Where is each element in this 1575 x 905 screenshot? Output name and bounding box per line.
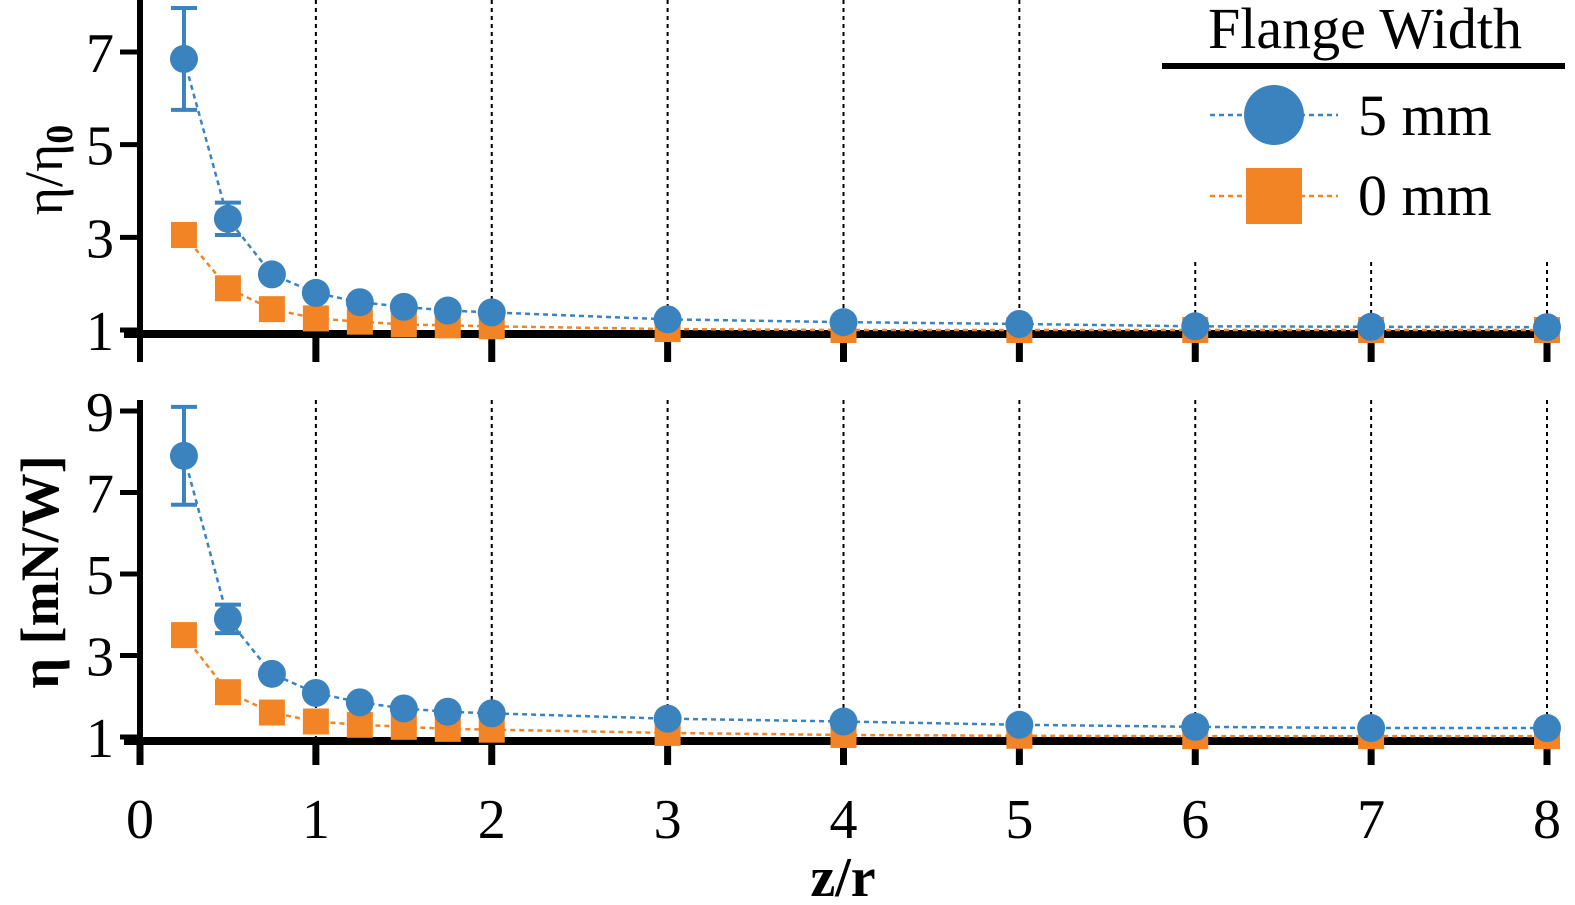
point-5mm-2-panel-1	[257, 659, 286, 688]
point-5mm-9-panel-0	[829, 308, 858, 337]
point-5mm-6-panel-1	[433, 697, 462, 726]
x-tick-label-8: 8	[1533, 789, 1561, 851]
point-5mm-1-panel-1	[213, 604, 242, 633]
series-line-5mm-panel-1	[182, 455, 1547, 730]
point-5mm-0-panel-0	[169, 44, 198, 73]
legend-marker-0mm	[1246, 168, 1302, 224]
point-5mm-10-panel-0	[1005, 309, 1034, 338]
point-5mm-12-panel-1	[1357, 714, 1386, 743]
point-0mm-2-panel-0	[258, 296, 285, 323]
point-5mm-11-panel-1	[1181, 712, 1210, 741]
point-0mm-0-panel-0	[170, 222, 197, 249]
legend-label-0mm: 0 mm	[1358, 163, 1492, 228]
point-0mm-1-panel-0	[214, 275, 241, 302]
legend-label-5mm: 5 mm	[1358, 83, 1492, 148]
y-tick-label-3-panel-0: 3	[86, 208, 114, 270]
point-0mm-0-panel-1	[170, 622, 197, 649]
point-5mm-3-panel-1	[301, 678, 330, 707]
point-5mm-8-panel-1	[653, 704, 682, 733]
point-5mm-11-panel-0	[1181, 312, 1210, 341]
x-tick-label-5: 5	[1005, 789, 1033, 851]
y-tick-label-3-panel-1: 3	[86, 627, 114, 689]
y-tick-label-5-panel-0: 5	[86, 116, 114, 178]
point-0mm-3-panel-0	[302, 305, 329, 332]
point-5mm-4-panel-1	[345, 688, 374, 717]
y-tick-label-5-panel-1: 5	[86, 545, 114, 607]
y-tick-label-1-panel-0: 1	[86, 301, 114, 363]
point-5mm-0-panel-1	[169, 441, 198, 470]
point-5mm-5-panel-0	[389, 292, 418, 321]
point-0mm-3-panel-1	[302, 708, 329, 735]
point-0mm-1-panel-1	[214, 679, 241, 706]
axis-labels: η/η0 η [mN/W] z/r	[10, 125, 876, 905]
point-5mm-12-panel-0	[1357, 312, 1386, 341]
point-5mm-6-panel-0	[433, 296, 462, 325]
bottom-y-axis-label: η [mN/W]	[10, 455, 70, 688]
series-line-5mm-panel-0	[182, 58, 1548, 329]
x-tick-label-1: 1	[302, 789, 330, 851]
point-0mm-2-panel-1	[258, 699, 285, 726]
y-tick-label-9-panel-1: 9	[86, 382, 114, 444]
legend: Flange Width 5 mm 0 mm	[1162, 0, 1565, 228]
y-tick-label-7-panel-1: 7	[86, 464, 114, 526]
y-tick-label-7-panel-0: 7	[86, 23, 114, 85]
point-5mm-3-panel-0	[301, 278, 330, 307]
point-5mm-5-panel-1	[389, 694, 418, 723]
data-series	[169, 5, 1561, 750]
x-axis-label: z/r	[810, 847, 875, 900]
legend-marker-5mm	[1244, 85, 1304, 145]
series-line-0mm-panel-0	[183, 234, 1547, 332]
legend-title: Flange Width	[1208, 0, 1522, 61]
point-5mm-7-panel-0	[477, 298, 506, 327]
x-tick-label-2: 2	[478, 789, 506, 851]
x-tick-label-3: 3	[654, 789, 682, 851]
point-5mm-7-panel-1	[477, 699, 506, 728]
x-tick-label-6: 6	[1181, 789, 1209, 851]
x-tick-label-4: 4	[830, 789, 858, 851]
y-tick-label-1-panel-1: 1	[86, 708, 114, 770]
point-5mm-8-panel-0	[653, 305, 682, 334]
point-5mm-9-panel-1	[829, 707, 858, 736]
point-5mm-1-panel-0	[213, 204, 242, 233]
point-5mm-13-panel-0	[1533, 313, 1561, 342]
x-tick-label-7: 7	[1357, 789, 1385, 851]
point-5mm-2-panel-0	[257, 260, 286, 289]
x-tick-label-0: 0	[126, 789, 154, 851]
top-y-axis-label: η/η0	[14, 125, 81, 215]
point-5mm-13-panel-1	[1533, 714, 1561, 743]
point-5mm-4-panel-0	[345, 288, 374, 317]
point-5mm-10-panel-1	[1005, 710, 1034, 739]
